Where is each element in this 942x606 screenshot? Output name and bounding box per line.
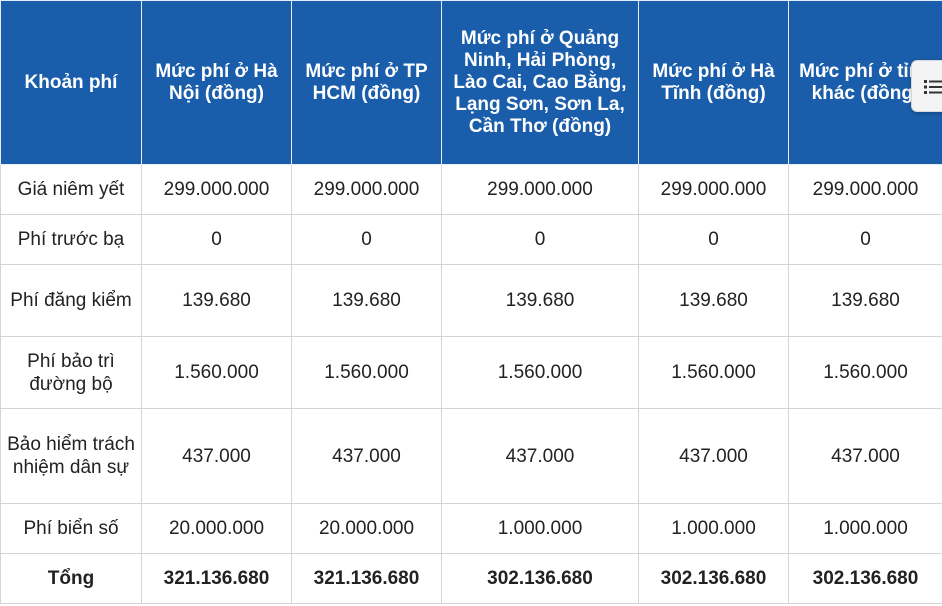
total-cell: 302.136.680 (441, 553, 639, 604)
total-label: Tổng (0, 553, 142, 604)
table-cell: 299.000.000 (291, 164, 442, 215)
table-cell: 437.000 (141, 408, 292, 504)
table-cell: 299.000.000 (441, 164, 639, 215)
table-cell: 299.000.000 (788, 164, 942, 215)
table-cell: 139.680 (141, 264, 292, 337)
table-cell: 139.680 (638, 264, 789, 337)
total-row: Tổng 321.136.680 321.136.680 302.136.680… (0, 553, 942, 604)
table-header-row: Khoản phí Mức phí ở Hà Nội (đồng) Mức ph… (0, 0, 942, 165)
table-cell: 1.560.000 (638, 336, 789, 409)
list-icon (924, 80, 942, 94)
header-hanoi: Mức phí ở Hà Nội (đồng) (141, 0, 292, 165)
table-cell: 139.680 (291, 264, 442, 337)
table-cell: 0 (291, 214, 442, 265)
table-row: Phí đăng kiểm 139.680 139.680 139.680 13… (0, 264, 942, 337)
table-cell: 1.560.000 (441, 336, 639, 409)
table-cell: 437.000 (291, 408, 442, 504)
table-cell: 437.000 (788, 408, 942, 504)
table-row: Giá niêm yết 299.000.000 299.000.000 299… (0, 164, 942, 215)
table-cell: 1.000.000 (441, 503, 639, 554)
table-cell: 0 (441, 214, 639, 265)
table-cell: 1.560.000 (141, 336, 292, 409)
table-cell: 437.000 (638, 408, 789, 504)
row-label: Phí biển số (0, 503, 142, 554)
table-cell: 0 (788, 214, 942, 265)
total-cell: 302.136.680 (788, 553, 942, 604)
row-label: Phí trước bạ (0, 214, 142, 265)
total-cell: 321.136.680 (141, 553, 292, 604)
table-cell: 20.000.000 (141, 503, 292, 554)
row-label: Giá niêm yết (0, 164, 142, 215)
header-fee-item: Khoản phí (0, 0, 142, 165)
header-ha-tinh: Mức phí ở Hà Tĩnh (đồng) (638, 0, 789, 165)
row-label: Bảo hiểm trách nhiệm dân sự (0, 408, 142, 504)
table-cell: 0 (638, 214, 789, 265)
row-label: Phí đăng kiểm (0, 264, 142, 337)
table-row: Phí bảo trì đường bộ 1.560.000 1.560.000… (0, 336, 942, 409)
table-cell: 1.000.000 (638, 503, 789, 554)
table-cell: 1.560.000 (788, 336, 942, 409)
total-cell: 321.136.680 (291, 553, 442, 604)
table-row: Bảo hiểm trách nhiệm dân sự 437.000 437.… (0, 408, 942, 504)
total-cell: 302.136.680 (638, 553, 789, 604)
table-row: Phí trước bạ 0 0 0 0 0 (0, 214, 942, 265)
table-of-contents-button[interactable] (911, 60, 942, 112)
table-cell: 20.000.000 (291, 503, 442, 554)
table-cell: 299.000.000 (141, 164, 292, 215)
table-cell: 139.680 (788, 264, 942, 337)
table-cell: 1.560.000 (291, 336, 442, 409)
table-row: Phí biển số 20.000.000 20.000.000 1.000.… (0, 503, 942, 554)
table-cell: 139.680 (441, 264, 639, 337)
table-cell: 299.000.000 (638, 164, 789, 215)
table-cell: 1.000.000 (788, 503, 942, 554)
table-cell: 437.000 (441, 408, 639, 504)
row-label: Phí bảo trì đường bộ (0, 336, 142, 409)
table-cell: 0 (141, 214, 292, 265)
header-group-provinces: Mức phí ở Quảng Ninh, Hải Phòng, Lào Cai… (441, 0, 639, 165)
header-hcm: Mức phí ở TP HCM (đồng) (291, 0, 442, 165)
